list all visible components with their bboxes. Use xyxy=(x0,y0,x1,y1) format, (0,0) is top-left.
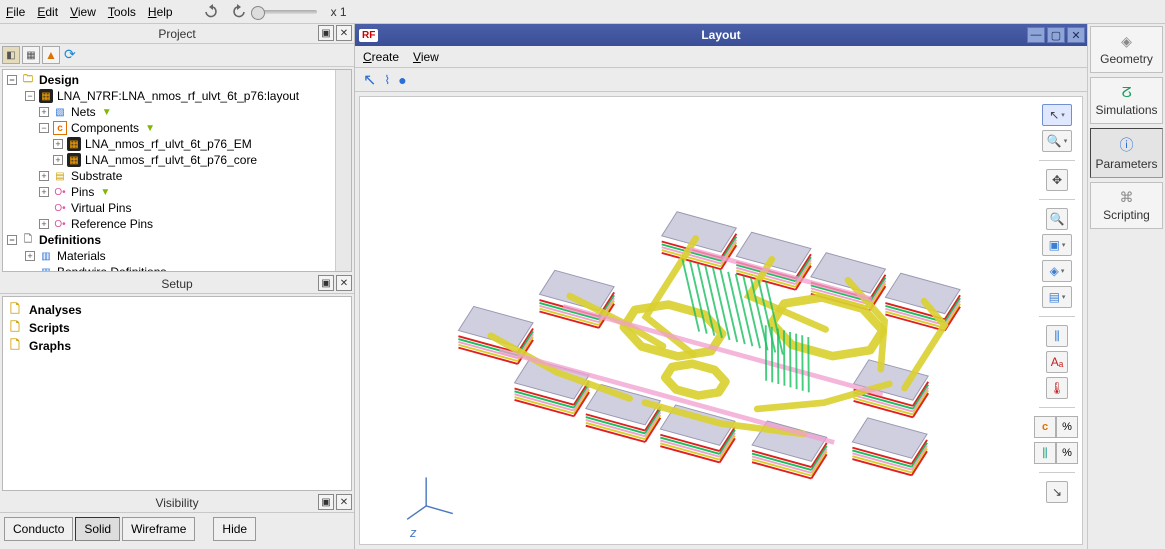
tree-comp-em[interactable]: +▦LNA_nmos_rf_ulvt_6t_p76_EM xyxy=(7,136,347,152)
project-panel-title: Project ▣ ✕ xyxy=(0,24,354,44)
tree-comp-core[interactable]: +▦LNA_nmos_rf_ulvt_6t_p76_core xyxy=(7,152,347,168)
rf-badge: RF xyxy=(359,29,378,42)
project-refresh-icon[interactable]: ⟳ xyxy=(64,46,76,64)
layout-titlebar[interactable]: RF Layout — ▢ ✕ xyxy=(355,24,1087,46)
cursor-icon[interactable]: ↘ xyxy=(1046,481,1068,503)
layout-canvas[interactable]: z xyxy=(359,96,1083,545)
tree-components[interactable]: −cComponents ▼ xyxy=(7,120,347,136)
menu-file[interactable]: FFileile xyxy=(6,5,25,19)
iso-view-icon[interactable]: ◈▾ xyxy=(1042,260,1072,282)
setup-scripts[interactable]: 🗋Scripts xyxy=(7,319,347,337)
chart-icon[interactable]: ⫼ xyxy=(1046,325,1068,347)
setup-analyses[interactable]: 🗋Analyses xyxy=(7,301,347,319)
visibility-close-icon[interactable]: ✕ xyxy=(336,494,352,510)
tree-nets[interactable]: +▧Nets ▼ xyxy=(7,104,347,120)
vis-conducto-button[interactable]: Conducto xyxy=(4,517,73,541)
tree-bondwire[interactable]: ▥Bondwire Definitions xyxy=(7,264,347,272)
project-scrollbar[interactable] xyxy=(335,70,351,271)
tree-pins[interactable]: +O•Pins ▼ xyxy=(7,184,347,200)
setup-detach-icon[interactable]: ▣ xyxy=(318,275,334,291)
right-tabs: ◈ Geometry ⵒ Simulations ⓘ Parameters ⌘ … xyxy=(1087,24,1165,549)
percent-1-button[interactable]: % xyxy=(1056,416,1078,438)
select-tool-icon[interactable]: ↖▾ xyxy=(1042,104,1072,126)
vis-solid-button[interactable]: Solid xyxy=(75,517,120,541)
layout-window: RF Layout — ▢ ✕ Create View ↖ ⌇ ● z ↖▾ xyxy=(355,24,1087,549)
zoom-label: x 1 xyxy=(331,5,347,19)
cube-view-icon[interactable]: ▣▾ xyxy=(1042,234,1072,256)
axis-label-z: z xyxy=(410,525,417,540)
layout-tool-ball-icon[interactable]: ● xyxy=(398,72,406,88)
tab-parameters[interactable]: ⓘ Parameters xyxy=(1090,128,1163,178)
menu-edit[interactable]: Edit xyxy=(37,5,58,19)
layout-3d-render xyxy=(360,97,1082,544)
project-mode-3[interactable]: ▲ xyxy=(42,46,60,64)
layout-maximize-icon[interactable]: ▢ xyxy=(1047,27,1065,43)
project-close-icon[interactable]: ✕ xyxy=(336,25,352,41)
tree-definitions[interactable]: −🗋Definitions xyxy=(7,232,347,248)
vis-hide-button[interactable]: Hide xyxy=(213,517,256,541)
zoom-tool-icon[interactable]: 🔍▾ xyxy=(1042,130,1072,152)
setup-close-icon[interactable]: ✕ xyxy=(336,275,352,291)
tab-scripting[interactable]: ⌘ Scripting xyxy=(1090,182,1163,229)
wave-icon[interactable]: ⫼ xyxy=(1034,442,1056,464)
layout-tool-nav-icon[interactable]: ↖ xyxy=(363,70,376,90)
setup-panel-title: Setup ▣ ✕ xyxy=(0,274,354,294)
tab-geometry[interactable]: ◈ Geometry xyxy=(1090,26,1163,73)
annotation-icon[interactable]: Aₐ xyxy=(1046,351,1068,373)
menu-view[interactable]: View xyxy=(70,5,96,19)
visibility-buttons: Conducto Solid Wireframe Hide xyxy=(0,513,354,545)
filter-icon[interactable]: ▼ xyxy=(143,121,157,135)
undo-icon[interactable] xyxy=(201,2,221,22)
tree-substrate[interactable]: +▤Substrate xyxy=(7,168,347,184)
scripting-icon: ⌘ xyxy=(1120,189,1134,206)
parameters-icon: ⓘ xyxy=(1120,135,1134,155)
vis-wireframe-button[interactable]: Wireframe xyxy=(122,517,195,541)
project-mode-1[interactable]: ◧ xyxy=(2,46,20,64)
tree-design[interactable]: −🗀Design xyxy=(7,72,347,88)
layout-tool-line-icon[interactable]: ⌇ xyxy=(384,73,390,87)
percent-2-button[interactable]: % xyxy=(1056,442,1078,464)
filter-icon[interactable]: ▼ xyxy=(100,105,114,119)
project-tree: −🗀Design −▦LNA_N7RF:LNA_nmos_rf_ulvt_6t_… xyxy=(3,70,351,272)
project-mode-tabs: ◧ ▦ ▲ ⟳ xyxy=(0,44,354,67)
layout-menu-view[interactable]: View xyxy=(413,50,439,64)
zoom-slider[interactable] xyxy=(257,10,317,14)
layout-menu-create[interactable]: Create xyxy=(363,50,399,64)
layout-menubar: Create View xyxy=(355,46,1087,68)
redo-icon[interactable] xyxy=(229,2,249,22)
geometry-icon: ◈ xyxy=(1121,33,1132,50)
menu-tools[interactable]: Tools xyxy=(108,5,136,19)
comp-toggle-icon[interactable]: c xyxy=(1034,416,1056,438)
zoom-extents-icon[interactable]: 🔍 xyxy=(1046,208,1068,230)
fit-view-icon[interactable]: ✥ xyxy=(1046,169,1068,191)
tree-layout-item[interactable]: −▦LNA_N7RF:LNA_nmos_rf_ulvt_6t_p76:layou… xyxy=(7,88,347,104)
tab-simulations[interactable]: ⵒ Simulations xyxy=(1090,77,1163,124)
thermometer-icon[interactable]: 🌡 xyxy=(1046,377,1068,399)
tree-virtual-pins[interactable]: O•Virtual Pins xyxy=(7,200,347,216)
layers-icon[interactable]: ▤▾ xyxy=(1042,286,1072,308)
filter-icon[interactable]: ▼ xyxy=(98,185,112,199)
visibility-detach-icon[interactable]: ▣ xyxy=(318,494,334,510)
visibility-panel-title: Visibility ▣ ✕ xyxy=(0,493,354,513)
layout-close-icon[interactable]: ✕ xyxy=(1067,27,1085,43)
menu-help[interactable]: Help xyxy=(148,5,173,19)
simulations-icon: ⵒ xyxy=(1121,84,1132,101)
project-detach-icon[interactable]: ▣ xyxy=(318,25,334,41)
left-column: Project ▣ ✕ ◧ ▦ ▲ ⟳ −🗀Design −▦LNA_N7RF:… xyxy=(0,24,355,549)
layout-minimize-icon[interactable]: — xyxy=(1027,27,1045,43)
layout-side-toolbar: ↖▾ 🔍▾ ✥ 🔍 ▣▾ ◈▾ ▤▾ ⫼ Aₐ 🌡 c% ⫼% ↘ xyxy=(1033,104,1081,503)
layout-title: Layout xyxy=(701,28,740,42)
project-mode-2[interactable]: ▦ xyxy=(22,46,40,64)
layout-toolbar: ↖ ⌇ ● xyxy=(355,68,1087,92)
setup-graphs[interactable]: 🗋Graphs xyxy=(7,337,347,355)
tree-reference-pins[interactable]: +O•Reference Pins xyxy=(7,216,347,232)
tree-materials[interactable]: +▥Materials xyxy=(7,248,347,264)
main-menubar: FFileile Edit View Tools Help x 1 xyxy=(0,0,1165,24)
